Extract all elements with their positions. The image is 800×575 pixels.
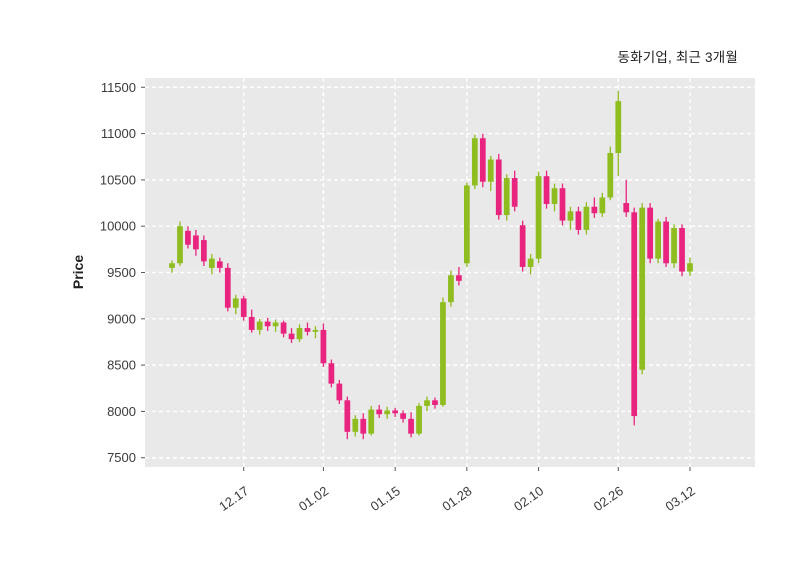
svg-text:03.12: 03.12 (662, 483, 697, 514)
svg-text:8000: 8000 (107, 404, 136, 419)
svg-text:12.17: 12.17 (216, 483, 251, 514)
svg-text:11000: 11000 (101, 126, 136, 141)
svg-text:11500: 11500 (101, 80, 136, 95)
svg-text:10000: 10000 (100, 219, 136, 234)
svg-text:01.15: 01.15 (368, 483, 403, 514)
chart-title: 동화기업, 최근 3개월 (617, 50, 738, 65)
svg-text:8500: 8500 (107, 358, 136, 373)
y-axis-label: Price (70, 254, 86, 290)
svg-text:01.02: 01.02 (296, 483, 331, 514)
svg-text:02.10: 02.10 (511, 483, 546, 514)
svg-text:7500: 7500 (107, 450, 136, 465)
svg-text:10500: 10500 (100, 172, 136, 187)
svg-text:9500: 9500 (107, 265, 136, 280)
svg-text:9000: 9000 (107, 311, 136, 326)
svg-text:01.28: 01.28 (439, 483, 474, 514)
svg-text:02.26: 02.26 (591, 483, 626, 514)
